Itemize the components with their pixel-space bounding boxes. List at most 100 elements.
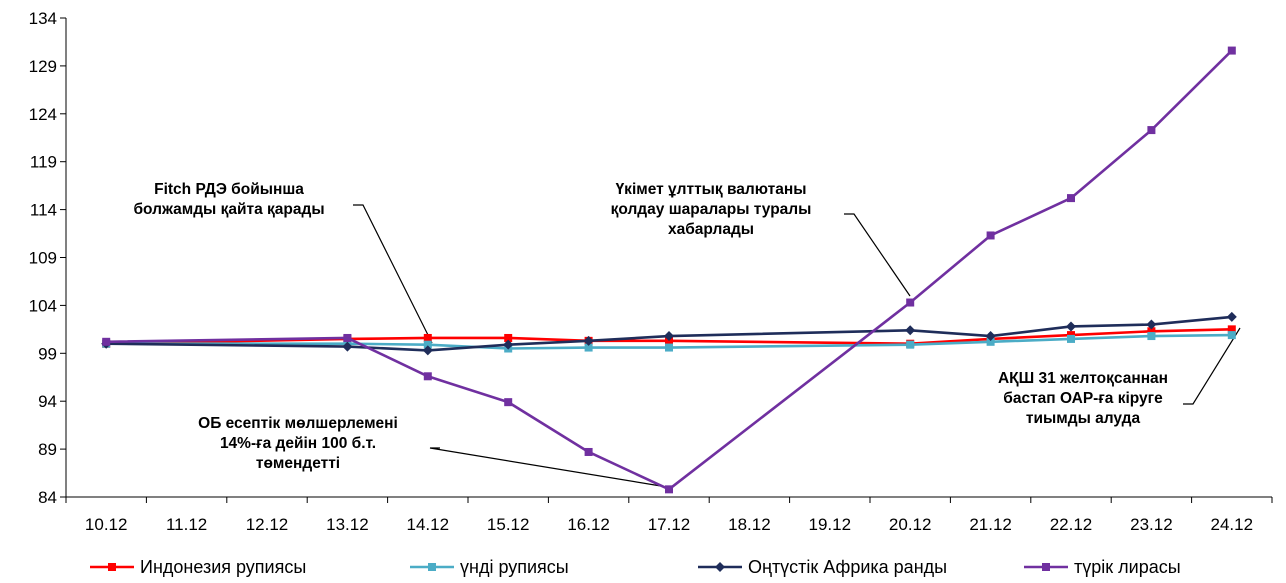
y-tick-label: 124 [29, 105, 57, 124]
data-point [665, 485, 673, 494]
x-tick-label: 21.12 [969, 515, 1012, 534]
y-tick-label: 99 [38, 344, 57, 363]
x-tick-label: 18.12 [728, 515, 771, 534]
annotation-leader [1183, 327, 1241, 405]
data-point [905, 325, 916, 336]
data-point [1227, 325, 1236, 334]
annotations: Fitch РДЭ бойынша болжамды қайта қарады Үк… [133, 181, 1168, 472]
legend-label: Оңтүстік Африка ранды [748, 557, 947, 577]
legend: Индонезия рупиясы үнді рупиясы Оңтүстік Аф… [90, 557, 1181, 577]
data-point [423, 372, 432, 381]
legend-swatch-marker [715, 562, 725, 572]
annotation-line: 14%-ға дейін 100 б.т. [220, 435, 376, 452]
annotation-line: Үкімет ұлттық валютаны [616, 181, 807, 198]
annotation-line: тиымды алуда [1026, 410, 1141, 427]
x-tick-label: 19.12 [809, 515, 852, 534]
annotation-leader [429, 447, 674, 489]
legend-item: түрік лирасы [1024, 557, 1181, 577]
x-tick-label: 16.12 [567, 515, 610, 534]
data-point [906, 298, 915, 307]
data-point [102, 337, 111, 346]
y-tick-label: 129 [29, 57, 57, 76]
data-point [985, 331, 996, 342]
data-point [1227, 331, 1236, 340]
x-tick-label: 22.12 [1050, 515, 1093, 534]
legend-label: түрік лирасы [1074, 557, 1181, 577]
data-point [342, 341, 353, 352]
data-point [504, 333, 513, 342]
chart-axes [60, 17, 1273, 503]
x-tick-label: 13.12 [326, 515, 369, 534]
data-point [343, 333, 352, 342]
annotation-line: бастап ОАР-ға кіруге [1003, 390, 1163, 407]
annotation-text: АҚШ 31 желтоқсаннан бастап ОАР-ға кіруге т… [998, 370, 1168, 427]
annotation-line: қолдау шаралары туралы [611, 201, 812, 218]
data-point [1067, 334, 1075, 343]
x-tick-label: 14.12 [407, 515, 450, 534]
data-point [1066, 321, 1076, 332]
data-point [1147, 327, 1156, 336]
y-tick-label: 134 [29, 9, 57, 28]
legend-item: Индонезия рупиясы [90, 557, 306, 577]
data-point [665, 343, 673, 352]
legend-swatch-marker [1042, 563, 1050, 571]
y-tick-label: 119 [30, 153, 57, 172]
y-tick-labels: 84 89 94 99 104 109 114 119 124 129 134 [29, 9, 57, 507]
data-point [1147, 332, 1156, 341]
x-tick-label: 20.12 [889, 515, 932, 534]
data-point [664, 331, 674, 342]
legend-label: үнді рупиясы [460, 557, 569, 577]
data-point [423, 333, 432, 342]
x-tick-label: 11.12 [166, 515, 207, 534]
annotation-text: Fitch РДЭ бойынша болжамды қайта қарады [133, 181, 324, 218]
x-tick-label: 24.12 [1211, 515, 1254, 534]
annotation-text: Үкімет ұлттық валютаны қолдау шаралары ту… [611, 181, 812, 238]
x-tick-label: 23.12 [1130, 515, 1173, 534]
data-point [1226, 311, 1237, 322]
data-point [584, 343, 593, 352]
data-point [423, 340, 432, 349]
y-tick-label: 84 [38, 488, 57, 507]
data-point [906, 340, 915, 349]
series-түрік лирасы [102, 46, 1236, 494]
data-point [1147, 126, 1156, 135]
legend-item: Оңтүстік Африка ранды [698, 557, 947, 577]
data-point [422, 345, 433, 356]
legend-swatch-marker [108, 563, 116, 571]
x-tick-labels: 10.12 11.12 12.12 13.12 14.12 15.12 16.12 17.12… [85, 515, 1253, 534]
data-point [1067, 194, 1075, 203]
annotation-line: АҚШ 31 желтоқсаннан [998, 370, 1168, 387]
annotation-line: төмендетті [256, 455, 340, 472]
y-tick-label: 94 [38, 392, 57, 411]
legend-swatch-marker [428, 563, 436, 571]
data-point [584, 447, 593, 456]
legend-label: Индонезия рупиясы [140, 557, 306, 577]
x-tick-label: 15.12 [487, 515, 530, 534]
data-point [583, 335, 594, 346]
annotation-leader-lines [353, 204, 1241, 489]
data-point [504, 398, 513, 407]
data-point [986, 231, 995, 240]
data-point [1146, 319, 1157, 330]
data-point [1227, 46, 1236, 55]
legend-item: үнді рупиясы [410, 557, 569, 577]
annotation-line: болжамды қайта қарады [133, 201, 324, 218]
x-tick-label: 10.12 [85, 515, 128, 534]
annotation-leader [844, 213, 911, 297]
x-tick-label: 17.12 [648, 515, 691, 534]
series-Оңтүстік Африка ранды [101, 311, 1237, 356]
annotation-line: Fitch РДЭ бойынша [154, 181, 304, 198]
y-tick-label: 104 [29, 296, 57, 315]
series-lines [101, 46, 1237, 494]
y-tick-label: 114 [30, 201, 57, 220]
data-point [503, 339, 514, 350]
annotation-leader [353, 204, 433, 344]
x-tick-label: 12.12 [246, 515, 289, 534]
y-tick-label: 109 [29, 249, 57, 268]
data-point [986, 337, 995, 346]
annotation-line: ОБ есептік мөлшерлемені [198, 415, 398, 432]
y-tick-label: 89 [38, 440, 57, 459]
annotation-line: хабарлады [668, 221, 754, 238]
annotation-text: ОБ есептік мөлшерлемені 14%-ға дейін 100 … [198, 415, 398, 472]
